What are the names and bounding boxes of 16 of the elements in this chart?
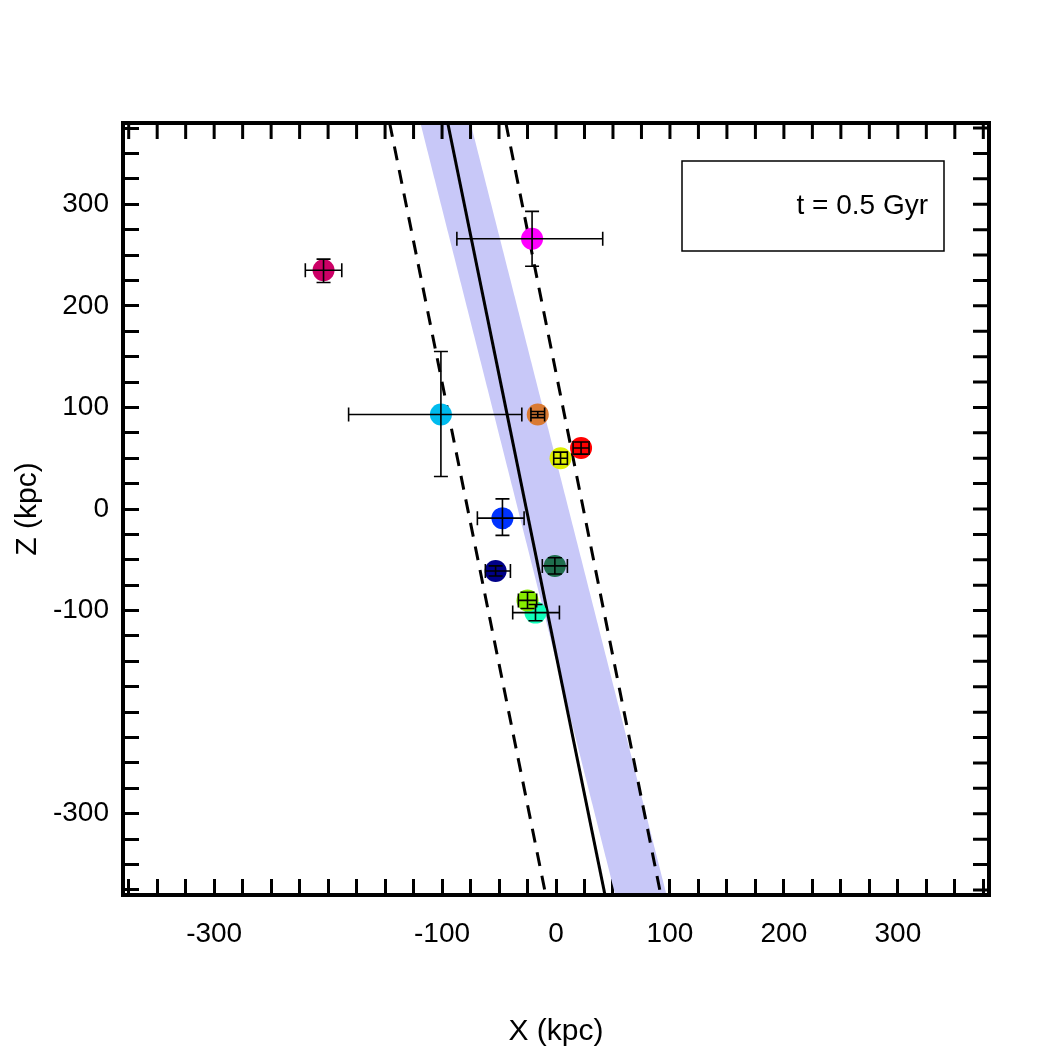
y-tick-label: 100 bbox=[62, 390, 109, 422]
point bbox=[484, 559, 507, 582]
x-tick-label: -300 bbox=[186, 916, 243, 948]
x-tick-label: 200 bbox=[760, 916, 808, 948]
x-tick-label: 300 bbox=[874, 916, 922, 948]
y-axis-title: Z (kpc) bbox=[9, 462, 43, 556]
y-tick-label: 300 bbox=[62, 186, 109, 218]
y-tick-label: 200 bbox=[62, 288, 109, 320]
y-tick-label: -300 bbox=[52, 796, 109, 828]
x-axis-title: X (kpc) bbox=[508, 1013, 604, 1047]
y-tick-label: 0 bbox=[93, 491, 109, 523]
x-tick-label: 0 bbox=[548, 916, 564, 948]
annotation: t = 0.5 Gyr bbox=[796, 188, 928, 220]
x-tick-label: -100 bbox=[414, 916, 471, 948]
y-tick-label: -100 bbox=[52, 593, 109, 625]
x-tick-label: 100 bbox=[646, 916, 694, 948]
